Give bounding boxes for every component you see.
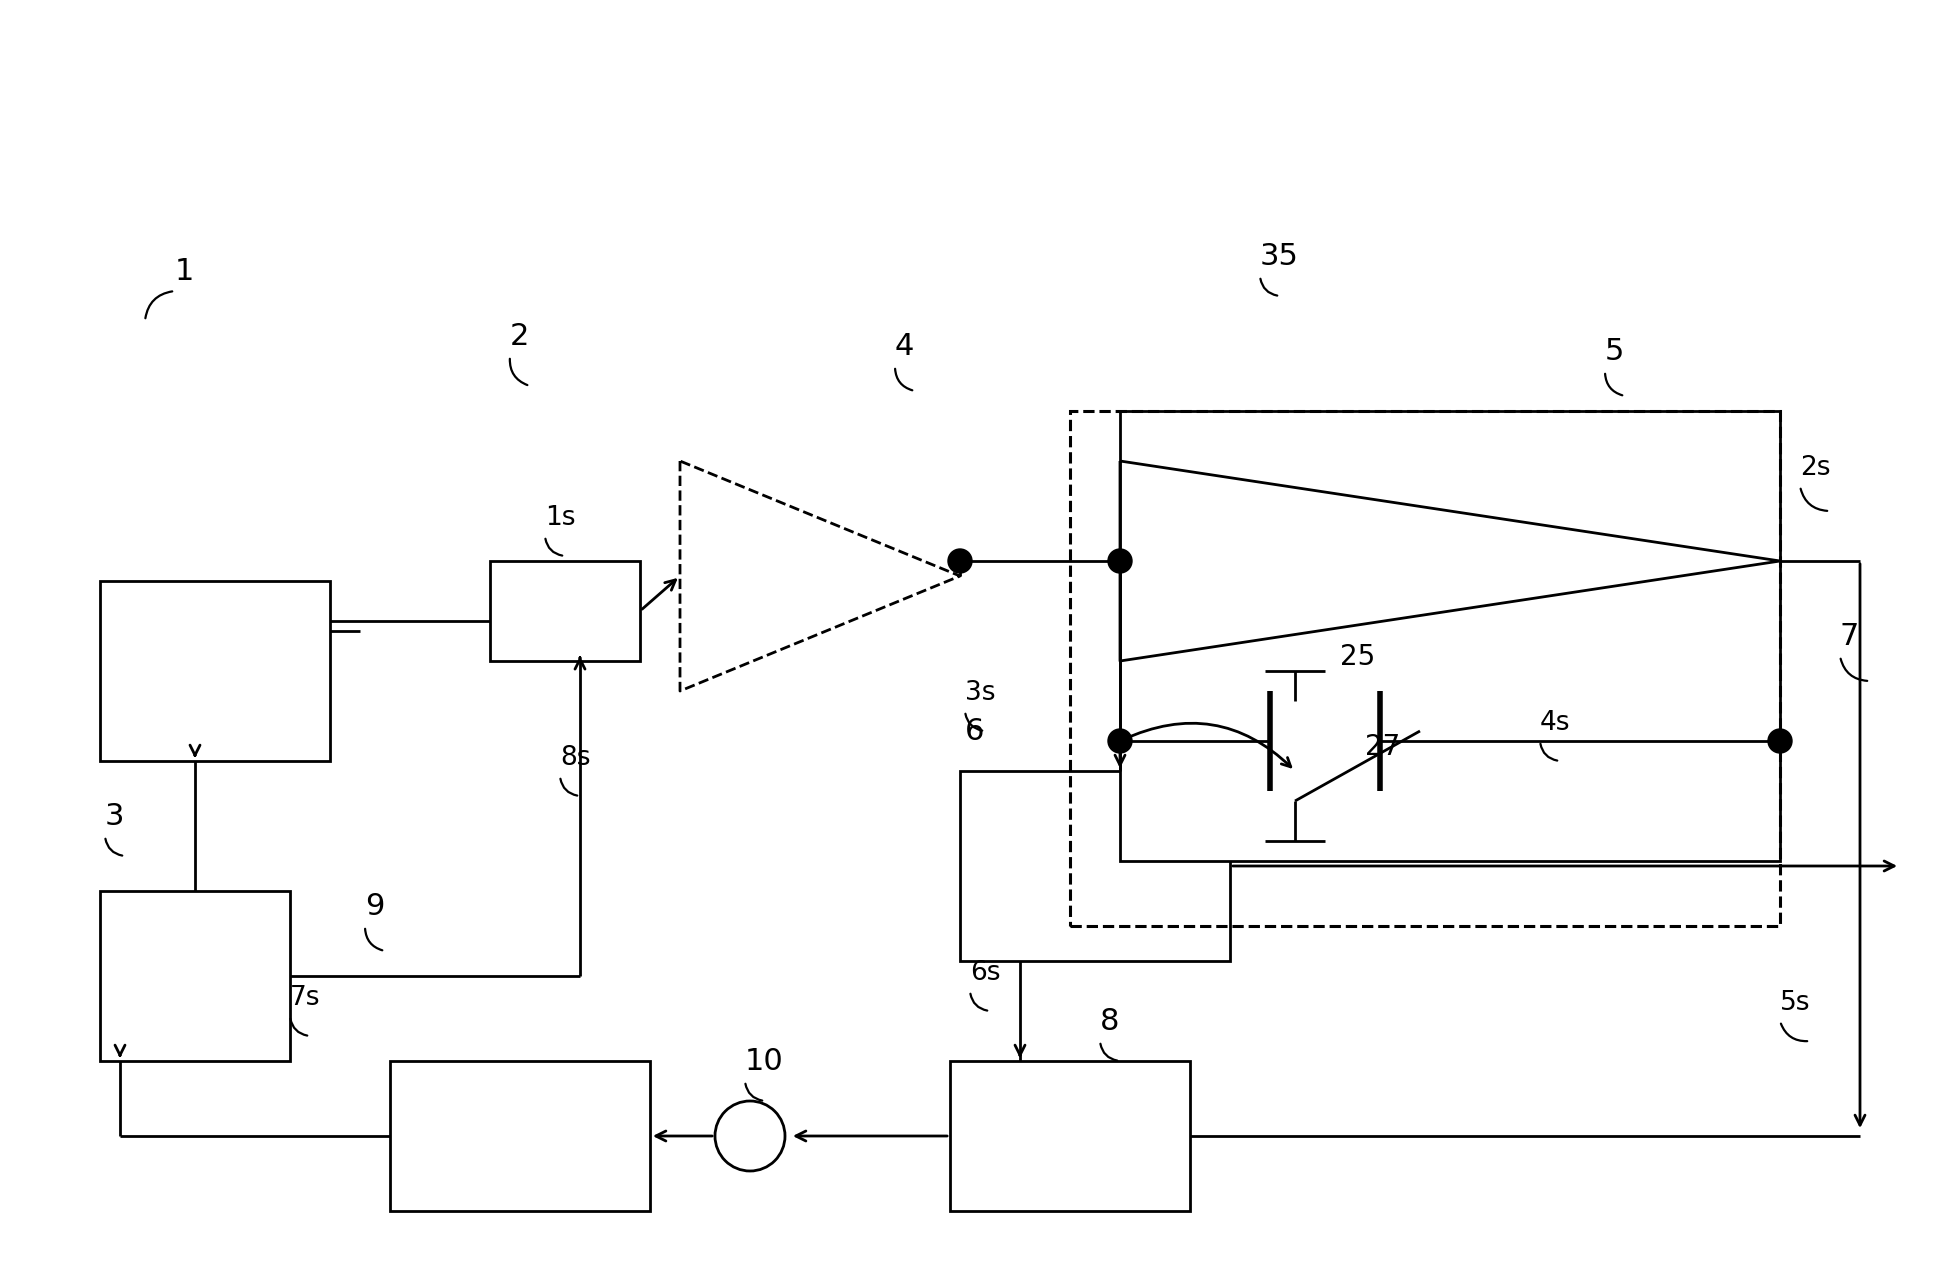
Text: 2s: 2s bbox=[1800, 455, 1831, 480]
Bar bbox=[959, 771, 1231, 961]
Text: 5s: 5s bbox=[1779, 990, 1810, 1016]
Text: 4s: 4s bbox=[1541, 710, 1570, 737]
Text: 1s: 1s bbox=[545, 505, 576, 532]
Text: 9: 9 bbox=[364, 892, 384, 921]
Bar bbox=[1070, 411, 1779, 926]
Bar bbox=[390, 1061, 649, 1211]
Text: 7s: 7s bbox=[291, 985, 320, 1011]
Text: 6: 6 bbox=[965, 717, 985, 746]
Circle shape bbox=[948, 550, 973, 573]
Text: 3s: 3s bbox=[965, 680, 996, 706]
Bar bbox=[1120, 411, 1779, 861]
Bar bbox=[101, 582, 329, 761]
Text: 27: 27 bbox=[1364, 733, 1401, 761]
Text: 4: 4 bbox=[895, 332, 915, 361]
Text: 7: 7 bbox=[1839, 623, 1859, 651]
Bar bbox=[101, 892, 291, 1061]
Text: 5: 5 bbox=[1605, 337, 1624, 366]
Text: 3: 3 bbox=[105, 802, 124, 831]
Circle shape bbox=[1109, 729, 1132, 753]
Text: 1: 1 bbox=[174, 257, 194, 286]
Text: 8s: 8s bbox=[560, 746, 591, 771]
Text: 25: 25 bbox=[1339, 643, 1376, 671]
Text: 35: 35 bbox=[1260, 242, 1298, 272]
Text: 6s: 6s bbox=[971, 959, 1000, 986]
Circle shape bbox=[1767, 729, 1793, 753]
Text: 10: 10 bbox=[744, 1047, 783, 1076]
Circle shape bbox=[715, 1100, 785, 1171]
Text: 8: 8 bbox=[1101, 1007, 1120, 1036]
Circle shape bbox=[1109, 550, 1132, 573]
Bar bbox=[490, 561, 640, 661]
Text: 2: 2 bbox=[510, 322, 529, 351]
Bar bbox=[950, 1061, 1190, 1211]
